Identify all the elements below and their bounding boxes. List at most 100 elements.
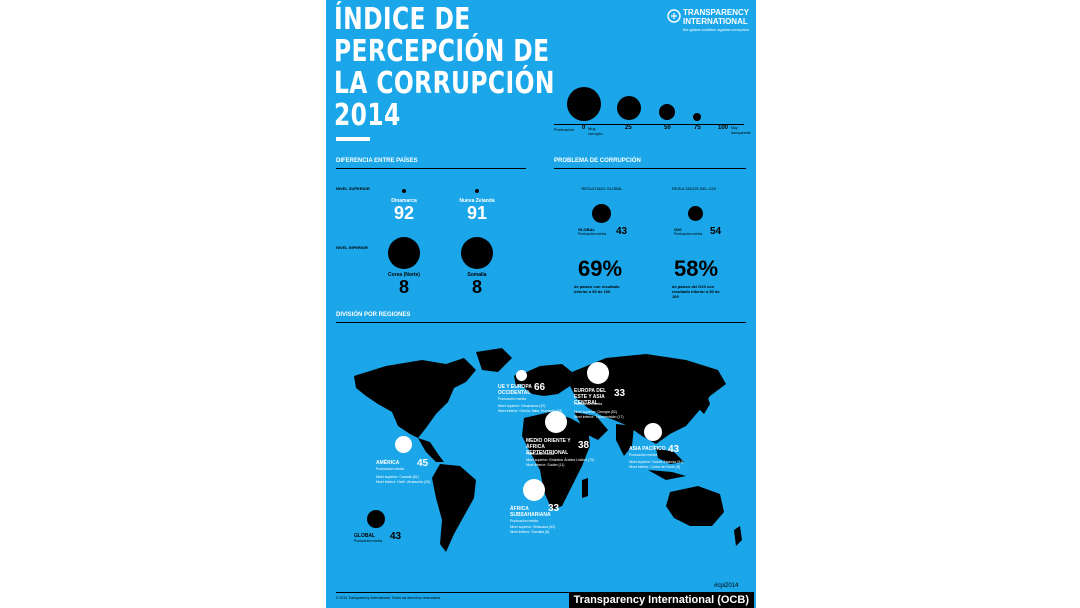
global-region-dot xyxy=(367,510,385,528)
problem-rule xyxy=(554,168,746,169)
logo-line-2: INTERNATIONAL xyxy=(683,17,748,26)
region-americas-score: 45 xyxy=(417,458,429,469)
scale-dot-75 xyxy=(693,113,701,121)
g20-score: 54 xyxy=(710,226,722,237)
logo-tagline: the global coalition against corruption xyxy=(683,27,750,32)
global-region-label: GLOBAL xyxy=(354,533,376,539)
region-apac-detail-2: Nivel inferior: Corea del Norte (8) xyxy=(629,465,681,469)
differences-rule xyxy=(336,168,526,169)
scale-tick-75: 75 xyxy=(694,125,701,131)
poster-title: ÍNDICE DE PERCEPCIÓN DE LA CORRUPCIÓN 20… xyxy=(334,2,555,133)
region-americas-detail-2: Nivel inferior: Haití, Venezuela (19) xyxy=(376,480,431,484)
top-country-1-name: Dinamarca xyxy=(391,198,417,204)
region-bubble-americas xyxy=(395,436,412,453)
scale-tick-25: 25 xyxy=(625,125,632,131)
region-apac-sub: Puntuación media xyxy=(629,453,658,457)
scale-dot-50 xyxy=(659,104,675,120)
region-mena-detail-1: Nivel superior: Emiratos Árabes Unidos (… xyxy=(526,458,595,462)
scale-dot-25 xyxy=(617,96,641,120)
region-americas-sub: Puntuación media xyxy=(376,467,405,471)
region-apac-score: 43 xyxy=(668,444,680,455)
global-percent: 69% xyxy=(577,256,623,281)
scale-tick-100-note: Muy transparente xyxy=(731,126,751,135)
bottom-country-1-score: 8 xyxy=(398,277,409,297)
region-eu-name: UE Y EUROPA OCCIDENTAL xyxy=(498,384,532,396)
scale-tick-100: 100 xyxy=(718,125,729,131)
scale-tick-0: 0 xyxy=(582,125,586,131)
region-eeca-sub: Puntuación media xyxy=(574,402,603,406)
region-americas-detail-1: Nivel superior: Canadá (81) xyxy=(376,475,419,479)
top-country-1-score: 92 xyxy=(393,203,415,223)
scale-tick-50: 50 xyxy=(664,125,671,131)
g20-sub: Puntuación media xyxy=(674,232,703,236)
region-eeca-detail-2: Nivel inferior: Turkmenistán (17) xyxy=(574,415,624,419)
global-region-sub: Puntuación media xyxy=(354,539,383,543)
top-country-dot-1 xyxy=(402,189,406,193)
infographic-poster: ÍNDICE DE PERCEPCIÓN DE LA CORRUPCIÓN 20… xyxy=(326,0,756,608)
top-country-2-score: 91 xyxy=(466,203,488,223)
logo-line-1: TRANSPARENCY xyxy=(683,8,750,17)
image-credit-caption: Transparency International (OCB) xyxy=(568,592,754,608)
global-score-dot xyxy=(592,204,611,223)
bottom-country-2-name: Somalia xyxy=(467,272,487,278)
g20-score-dot xyxy=(688,206,703,221)
region-mena-detail-2: Nivel inferior: Sudán (11) xyxy=(526,463,565,467)
g20-percent-desc: de países del G20 con resultado inferior… xyxy=(672,284,720,299)
footer-hashtag: #cpi2014 xyxy=(714,583,739,589)
bottom-country-dot-1 xyxy=(388,237,420,269)
scale-tick-0-note: Muy corrupto xyxy=(588,126,603,136)
g20-label: G20 xyxy=(674,227,682,232)
region-ssa-detail-2: Nivel inferior: Somalia (8) xyxy=(510,530,550,534)
region-apac-detail-1: Nivel superior: Nueva Zelanda (91) xyxy=(629,460,684,464)
title-underline xyxy=(336,137,370,141)
region-bubble-apac xyxy=(644,423,662,441)
region-eeca-name: EUROPA DEL ESTE Y ASIA CENTRAL xyxy=(574,388,607,406)
bottom-level-label: NIVEL INFERIOR xyxy=(336,245,368,250)
region-eu-sub: Puntuación media xyxy=(498,397,527,401)
transparency-logo-icon xyxy=(667,9,681,23)
top-country-2-name: Nueva Zelanda xyxy=(459,198,495,204)
region-mena-score: 38 xyxy=(578,440,590,451)
top-country-dot-2 xyxy=(475,189,479,193)
bottom-country-1-name: Corea (Norte) xyxy=(388,272,420,278)
region-ssa-sub: Puntuación media xyxy=(510,519,539,523)
region-ssa-name: ÁFRICA SUBSAHARIANA xyxy=(510,506,551,518)
scale-label: Puntuación xyxy=(554,127,575,132)
global-score: 43 xyxy=(616,226,628,237)
region-eu-detail-1: Nivel superior: Dinamarca (92) xyxy=(498,404,546,408)
region-mena-sub: Puntuación media xyxy=(526,452,555,456)
region-apac-name: ASIA PACÍFICO xyxy=(629,446,666,452)
scale-dot-0 xyxy=(567,87,601,121)
global-percent-desc: de países con resultado inferior a 50 de… xyxy=(574,284,620,294)
region-ssa-score: 33 xyxy=(548,503,560,514)
region-ssa-detail-1: Nivel superior: Botsuana (63) xyxy=(510,525,556,529)
differences-heading: DIFERENCIA ENTRE PAÍSES xyxy=(336,158,418,164)
g20-result-header: RESULTADOS DEL G20 xyxy=(672,186,716,191)
scale-line xyxy=(554,124,744,125)
region-eeca-score: 33 xyxy=(614,388,626,399)
bottom-country-2-score: 8 xyxy=(471,277,482,297)
g20-percent: 58% xyxy=(673,256,719,281)
global-label: GLOBAL xyxy=(578,227,595,232)
problem-heading: PROBLEMA DE CORRUPCIÓN xyxy=(554,158,641,164)
region-eu-detail-2: Nivel inferior: Grecia, Italia, Rumania … xyxy=(498,409,563,413)
region-bubble-mena xyxy=(545,411,567,433)
regions-heading: DIVISIÓN POR REGIONES xyxy=(336,312,411,318)
global-region-score: 43 xyxy=(390,531,402,542)
region-mena-name: MEDIO ORIENTE Y ÁFRICA SEPTENTRIONAL xyxy=(526,438,571,456)
footer-rule xyxy=(336,592,746,593)
footer-copyright: © 2014 Transparency International. Todos… xyxy=(336,596,442,600)
world-map xyxy=(354,348,742,552)
regions-rule xyxy=(336,322,746,323)
region-eu-score: 66 xyxy=(534,382,546,393)
global-sub: Puntuación media xyxy=(578,232,607,236)
region-bubble-ssa xyxy=(523,479,545,501)
region-eeca-detail-1: Nivel superior: Georgia (52) xyxy=(574,410,617,414)
bottom-country-dot-2 xyxy=(461,237,493,269)
global-result-header: RESULTADO GLOBAL xyxy=(581,186,623,191)
logo-text: TRANSPARENCY INTERNATIONAL xyxy=(683,8,749,26)
top-level-label: NIVEL SUPERIOR xyxy=(336,186,370,191)
region-bubble-eu xyxy=(516,370,527,381)
region-americas-name: AMÉRICA xyxy=(376,460,400,466)
region-bubble-eeca xyxy=(587,362,609,384)
